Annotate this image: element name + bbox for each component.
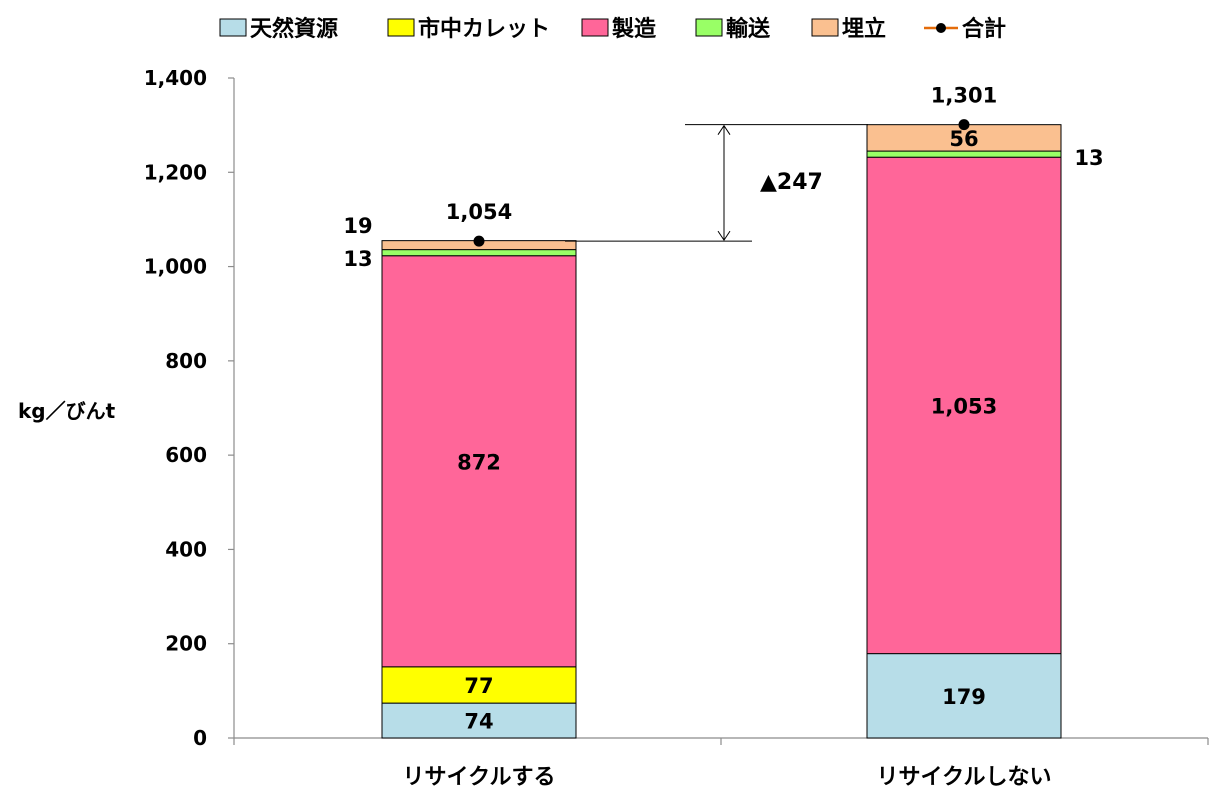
bar-segment bbox=[866, 653, 1062, 739]
legend-item: 製造 bbox=[581, 16, 656, 42]
total-label: 1,054 bbox=[446, 200, 512, 224]
arrow-head-up bbox=[717, 124, 731, 135]
data-label: 13 bbox=[343, 247, 372, 271]
legend-label: 製造 bbox=[611, 16, 656, 42]
legend-swatch bbox=[581, 18, 609, 37]
legend-label: 輸送 bbox=[726, 16, 770, 42]
y-tick-label: 1,200 bbox=[144, 160, 207, 184]
arrow-head-down bbox=[717, 230, 731, 242]
y-tick-label: 600 bbox=[165, 443, 207, 467]
difference-label: ▲247 bbox=[760, 170, 823, 195]
data-label: 13 bbox=[1074, 146, 1103, 170]
legend-swatch bbox=[695, 18, 723, 37]
bar-segment bbox=[381, 249, 577, 257]
x-tick-label: リサイクルする bbox=[403, 765, 556, 790]
legend-item: 埋立 bbox=[811, 16, 886, 42]
legend-label: 市中カレット bbox=[418, 16, 550, 42]
legend-swatch bbox=[387, 18, 415, 37]
legend-item: 市中カレット bbox=[387, 16, 550, 42]
y-tick-label: 0 bbox=[193, 726, 207, 750]
legend-label: 合計 bbox=[962, 16, 1006, 42]
y-tick-label: 200 bbox=[165, 632, 207, 656]
y-tick-label: 1,000 bbox=[144, 255, 207, 279]
data-label: 179 bbox=[942, 685, 986, 709]
legend-item: 輸送 bbox=[695, 16, 770, 42]
legend-item: 合計 bbox=[924, 16, 1006, 42]
legend-marker-swatch bbox=[936, 23, 946, 33]
legend-label: 埋立 bbox=[842, 16, 886, 42]
y-tick-label: 800 bbox=[165, 349, 207, 373]
total-marker bbox=[473, 235, 485, 247]
y-tick-label: 1,400 bbox=[144, 66, 207, 90]
data-label: 19 bbox=[343, 214, 372, 238]
bar-segment bbox=[866, 150, 1062, 158]
y-axis-label: kg／びんt bbox=[18, 399, 116, 423]
bars bbox=[381, 124, 1062, 739]
y-tick-label: 400 bbox=[165, 537, 207, 561]
bar-segment bbox=[381, 255, 577, 668]
legend-swatch bbox=[219, 18, 247, 37]
axes: 0 200 400 600 800 1,000 1,200 1,400 リサイクルする リサイクル… bbox=[18, 66, 1209, 790]
legend: 天然資源 市中カレット 製造 輸送 埋立 合計 bbox=[219, 16, 1006, 42]
data-label: 77 bbox=[464, 674, 493, 698]
data-label: 872 bbox=[457, 450, 501, 474]
bar-segment bbox=[381, 666, 577, 704]
legend-label: 天然資源 bbox=[250, 16, 338, 42]
legend-item: 天然資源 bbox=[219, 16, 338, 42]
total-label: 1,301 bbox=[931, 84, 997, 108]
data-label: 74 bbox=[464, 710, 493, 734]
total-marker bbox=[958, 119, 970, 131]
data-label: 56 bbox=[949, 127, 978, 151]
bar-segment bbox=[381, 702, 577, 739]
legend-swatch bbox=[811, 18, 839, 37]
data-label: 1,053 bbox=[931, 394, 997, 418]
x-tick-label: リサイクルしない bbox=[877, 765, 1052, 790]
annotations: 74 77 872 13 19 179 1,053 56 13 1,054 1,301 ▲247 bbox=[343, 84, 1103, 734]
